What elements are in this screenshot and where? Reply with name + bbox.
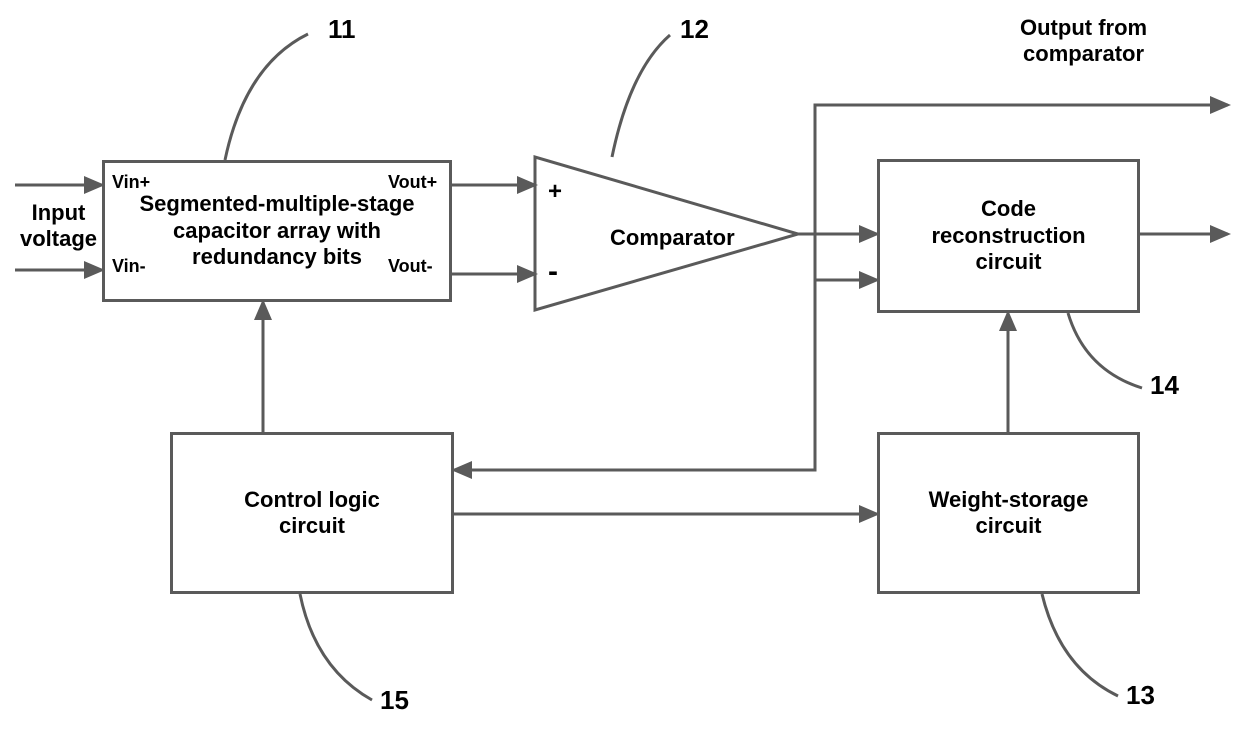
diagram-connectors [0,0,1240,738]
comparator-label: Comparator [610,225,735,251]
vin-plus-pin-label: Vin+ [112,172,150,193]
weight-storage-block: Weight-storage circuit [877,432,1140,594]
vin-minus-pin-label: Vin- [112,256,146,277]
input-voltage-label: Input voltage [20,200,97,253]
comparator-plus-label: + [548,178,562,206]
ref-curve-c13 [1042,594,1118,696]
ref-11: 11 [328,14,356,45]
code-reconstruction-label: Code reconstruction circuit [931,196,1085,275]
ref-curve-c11 [225,34,308,160]
control-logic-label: Control logic circuit [244,487,380,540]
ref-curve-group [225,34,1142,700]
control-logic-block: Control logic circuit [170,432,454,594]
ref-curve-c14 [1068,313,1142,388]
weight-storage-label: Weight-storage circuit [929,487,1089,540]
capacitor-array-label: Segmented-multiple-stage capacitor array… [139,191,414,270]
ref-14: 14 [1150,370,1179,401]
output-from-comparator-label: Output from comparator [1020,15,1147,68]
ref-13: 13 [1126,680,1155,711]
ref-15: 15 [380,685,409,716]
code-reconstruction-block: Code reconstruction circuit [877,159,1140,313]
arrow-feedback [454,234,815,470]
ref-12: 12 [680,14,709,45]
ref-curve-c12 [612,35,670,157]
vout-plus-pin-label: Vout+ [388,172,437,193]
vout-minus-pin-label: Vout- [388,256,433,277]
comparator-minus-label: - [548,255,558,289]
ref-curve-c15 [300,594,372,700]
